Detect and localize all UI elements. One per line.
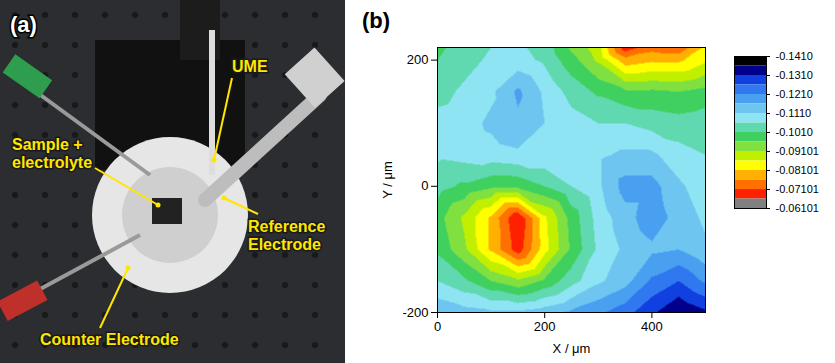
svg-text:-0.1210: -0.1210 [776,88,813,100]
svg-text:electrolyte: electrolyte [12,154,92,171]
svg-text:-0.08101: -0.08101 [776,164,819,176]
svg-text:X / μm: X / μm [553,341,591,356]
svg-text:Counter Electrode: Counter Electrode [40,331,179,348]
svg-text:200: 200 [407,52,429,67]
svg-text:-0.09101: -0.09101 [776,145,819,157]
svg-text:-0.06101: -0.06101 [776,202,819,214]
svg-text:-0.07101: -0.07101 [776,183,819,195]
svg-text:-0.1010: -0.1010 [776,126,813,138]
svg-text:Reference: Reference [248,218,325,235]
svg-text:Sample +: Sample + [12,136,83,153]
svg-text:(a): (a) [10,12,37,37]
svg-text:Electrode: Electrode [248,236,321,253]
html-text:(b): (b) [362,8,391,33]
svg-text:-0.1410: -0.1410 [776,50,813,62]
svg-text:400: 400 [641,319,663,334]
svg-text:-0.1110: -0.1110 [776,107,812,119]
svg-text:Y / μm: Y / μm [380,161,395,199]
svg-text:-0.1310: -0.1310 [776,69,813,81]
svg-text:0: 0 [421,178,428,193]
svg-text:0: 0 [434,319,441,334]
svg-text:-200: -200 [402,305,428,320]
svg-text:UME: UME [232,58,268,75]
svg-text:200: 200 [534,319,556,334]
